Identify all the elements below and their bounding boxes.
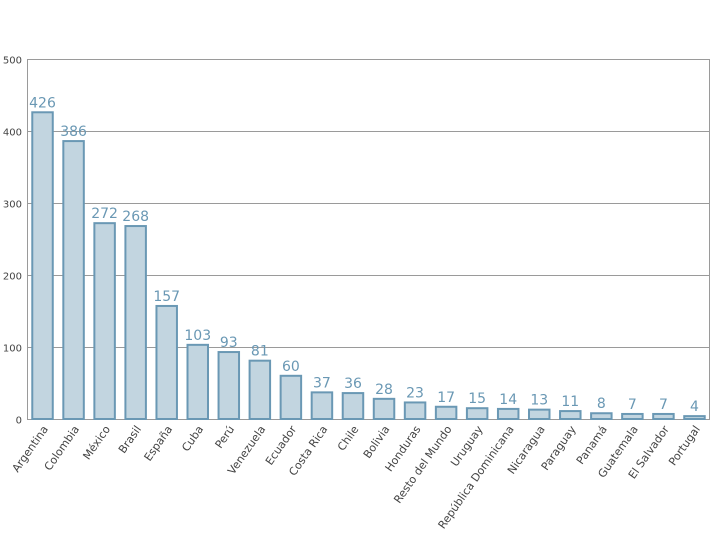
bar-resto-del-mundo xyxy=(434,405,458,421)
bar-paraguay xyxy=(559,410,582,420)
x-tick-label: España xyxy=(141,423,175,463)
data-label: 15 xyxy=(468,391,486,407)
data-label: 268 xyxy=(122,209,149,225)
y-tick-label: 400 xyxy=(3,128,22,139)
data-label: 157 xyxy=(153,289,180,305)
y-tick-labels: 0 100 200 300 400 500 xyxy=(3,56,22,427)
y-tick-label: 0 xyxy=(16,416,22,427)
bar-espa-a xyxy=(155,304,178,420)
bar-costa-rica xyxy=(310,391,334,420)
data-label: 7 xyxy=(628,397,637,413)
data-label: 60 xyxy=(282,359,300,375)
bar-colombia xyxy=(62,140,85,421)
bar-el-salvador xyxy=(652,412,675,420)
data-label: 11 xyxy=(561,394,579,410)
bar-cuba xyxy=(186,343,209,420)
data-label: 4 xyxy=(690,399,699,415)
bar-ecuador xyxy=(279,374,303,420)
data-label: 17 xyxy=(437,390,455,406)
bar-uruguay xyxy=(465,407,489,421)
data-label: 8 xyxy=(597,396,606,412)
bar-nicaragua xyxy=(528,408,551,421)
bar-guatemala xyxy=(621,412,644,420)
x-tick-label: Resto del Mundo xyxy=(391,423,454,506)
data-label: 272 xyxy=(91,206,118,222)
data-label: 426 xyxy=(29,95,56,111)
bar-panam- xyxy=(590,412,613,420)
y-tick-label: 300 xyxy=(3,200,22,211)
x-tick-label: Perú xyxy=(213,423,238,451)
x-tick-label: Brasil xyxy=(116,423,144,456)
bars xyxy=(31,111,706,421)
bar-m-xico xyxy=(93,222,116,420)
bar-brasil xyxy=(124,225,147,420)
bar-bolivia xyxy=(372,397,396,420)
bar-venezuela xyxy=(248,359,272,420)
data-label: 81 xyxy=(251,344,269,360)
x-tick-label: Portugal xyxy=(666,423,703,468)
data-label: 36 xyxy=(344,376,362,392)
data-label: 23 xyxy=(406,385,424,401)
x-tick-label: Chile xyxy=(335,423,362,453)
bar-honduras xyxy=(403,401,427,421)
data-label: 28 xyxy=(375,382,393,398)
bar-argentina xyxy=(31,111,54,420)
data-label: 7 xyxy=(659,397,668,413)
y-tick-label: 200 xyxy=(3,272,22,283)
data-label: 93 xyxy=(220,335,238,351)
bar-per- xyxy=(217,351,241,421)
bar-portugal xyxy=(683,415,706,420)
bar-rep-blica-dominicana xyxy=(496,407,520,421)
data-label: 13 xyxy=(530,393,548,409)
data-label: 37 xyxy=(313,375,331,391)
x-tick-label: Bolivia xyxy=(361,423,393,461)
y-tick-label: 100 xyxy=(3,344,22,355)
data-label: 103 xyxy=(184,328,211,344)
data-label: 386 xyxy=(60,124,87,140)
data-label: 14 xyxy=(499,392,517,408)
x-tick-label: Cuba xyxy=(179,423,206,454)
y-tick-label: 500 xyxy=(3,56,22,67)
bar-chile xyxy=(341,392,365,420)
x-tick-label: México xyxy=(80,423,113,462)
